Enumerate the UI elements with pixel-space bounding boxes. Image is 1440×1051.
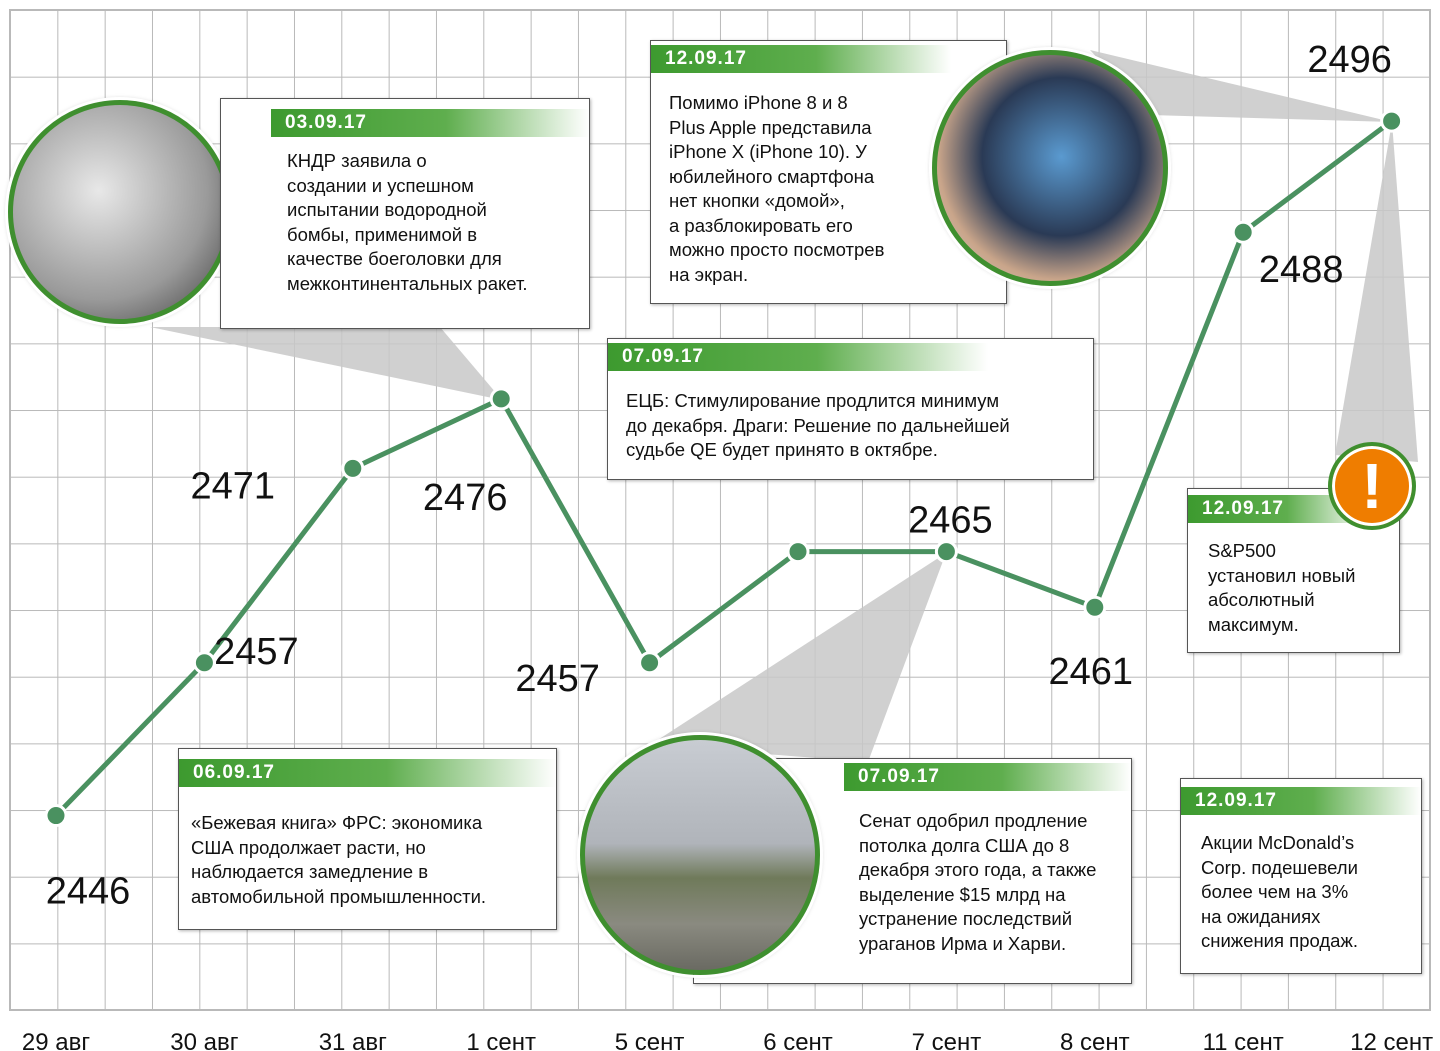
callout-text: Сенат одобрил продление потолка долга СШ… (859, 810, 1097, 954)
wedge (150, 327, 502, 400)
x-tick-label: 29 авг (22, 1029, 90, 1051)
alert-icon: ! (1328, 442, 1416, 530)
x-tick-label: 31 авг (319, 1029, 387, 1051)
point (786, 540, 810, 564)
callout-text: Помимо iPhone 8 и 8 Plus Apple представи… (669, 92, 885, 285)
callout-date: 12.09.17 (1181, 787, 1421, 815)
point (341, 456, 365, 480)
callout-text: S&P500 установил новый абсолютный максим… (1208, 540, 1356, 635)
callout-date: 03.09.17 (271, 109, 589, 137)
callout-date: 12.09.17 (651, 45, 951, 73)
callout-text: «Бежевая книга» ФРС: экономика США продо… (191, 812, 487, 907)
x-tick-label: 11 сент (1203, 1029, 1284, 1051)
callout: 03.09.17 КНДР заявила о создании и успеш… (220, 98, 590, 329)
point (1083, 595, 1107, 619)
wedge (650, 553, 946, 762)
x-tick-label: 5 сент (615, 1029, 685, 1051)
value-label: 2488 (1259, 249, 1344, 291)
photo (932, 50, 1168, 286)
x-tick-label: 12 сент (1350, 1029, 1433, 1051)
photo (8, 100, 232, 324)
x-tick-label: 30 авг (170, 1029, 238, 1051)
callout: 12.09.17 Акции McDonald’s Corp. подешеве… (1180, 778, 1422, 974)
point (934, 540, 958, 564)
value-label: 2465 (908, 500, 993, 542)
callout-date: 07.09.17 (608, 343, 988, 371)
value-label: 2446 (46, 871, 131, 913)
callout: 07.09.17 ЕЦБ: Стимулирование продлится м… (607, 338, 1094, 480)
x-tick-label: 6 сент (763, 1029, 833, 1051)
value-label: 2476 (423, 477, 508, 519)
value-label: 2471 (191, 465, 276, 507)
callout-text: КНДР заявила о создании и успешном испыт… (287, 150, 528, 294)
callout: 06.09.17 «Бежевая книга» ФРС: экономика … (178, 748, 557, 930)
line (54, 119, 1394, 818)
callout-text: ЕЦБ: Стимулирование продлится минимум до… (626, 390, 1010, 460)
value-label: 2461 (1049, 651, 1134, 693)
value-label: 2496 (1307, 39, 1392, 81)
value-label: 2457 (214, 631, 299, 673)
point (638, 651, 662, 675)
value-label: 2457 (515, 658, 600, 700)
point (489, 387, 513, 411)
callout-text: Акции McDonald’s Corp. подешевели более … (1201, 832, 1358, 951)
point (1231, 220, 1255, 244)
callout-date: 07.09.17 (844, 763, 1131, 791)
x-tick-label: 1 сент (466, 1029, 536, 1051)
wedge (1090, 50, 1392, 122)
x-tick-label: 7 сент (912, 1029, 982, 1051)
wedge (1335, 122, 1418, 462)
photo (580, 735, 820, 975)
callout-date: 06.09.17 (179, 759, 556, 787)
plot: 2446 2457 2471 2476 2457 2465 2461 2488 2496 29 а… (22, 39, 1433, 1051)
point (1380, 109, 1404, 133)
x-tick-label: 8 сент (1060, 1029, 1130, 1051)
point (192, 651, 216, 675)
callout-wedges (150, 50, 1418, 762)
point (44, 804, 68, 828)
